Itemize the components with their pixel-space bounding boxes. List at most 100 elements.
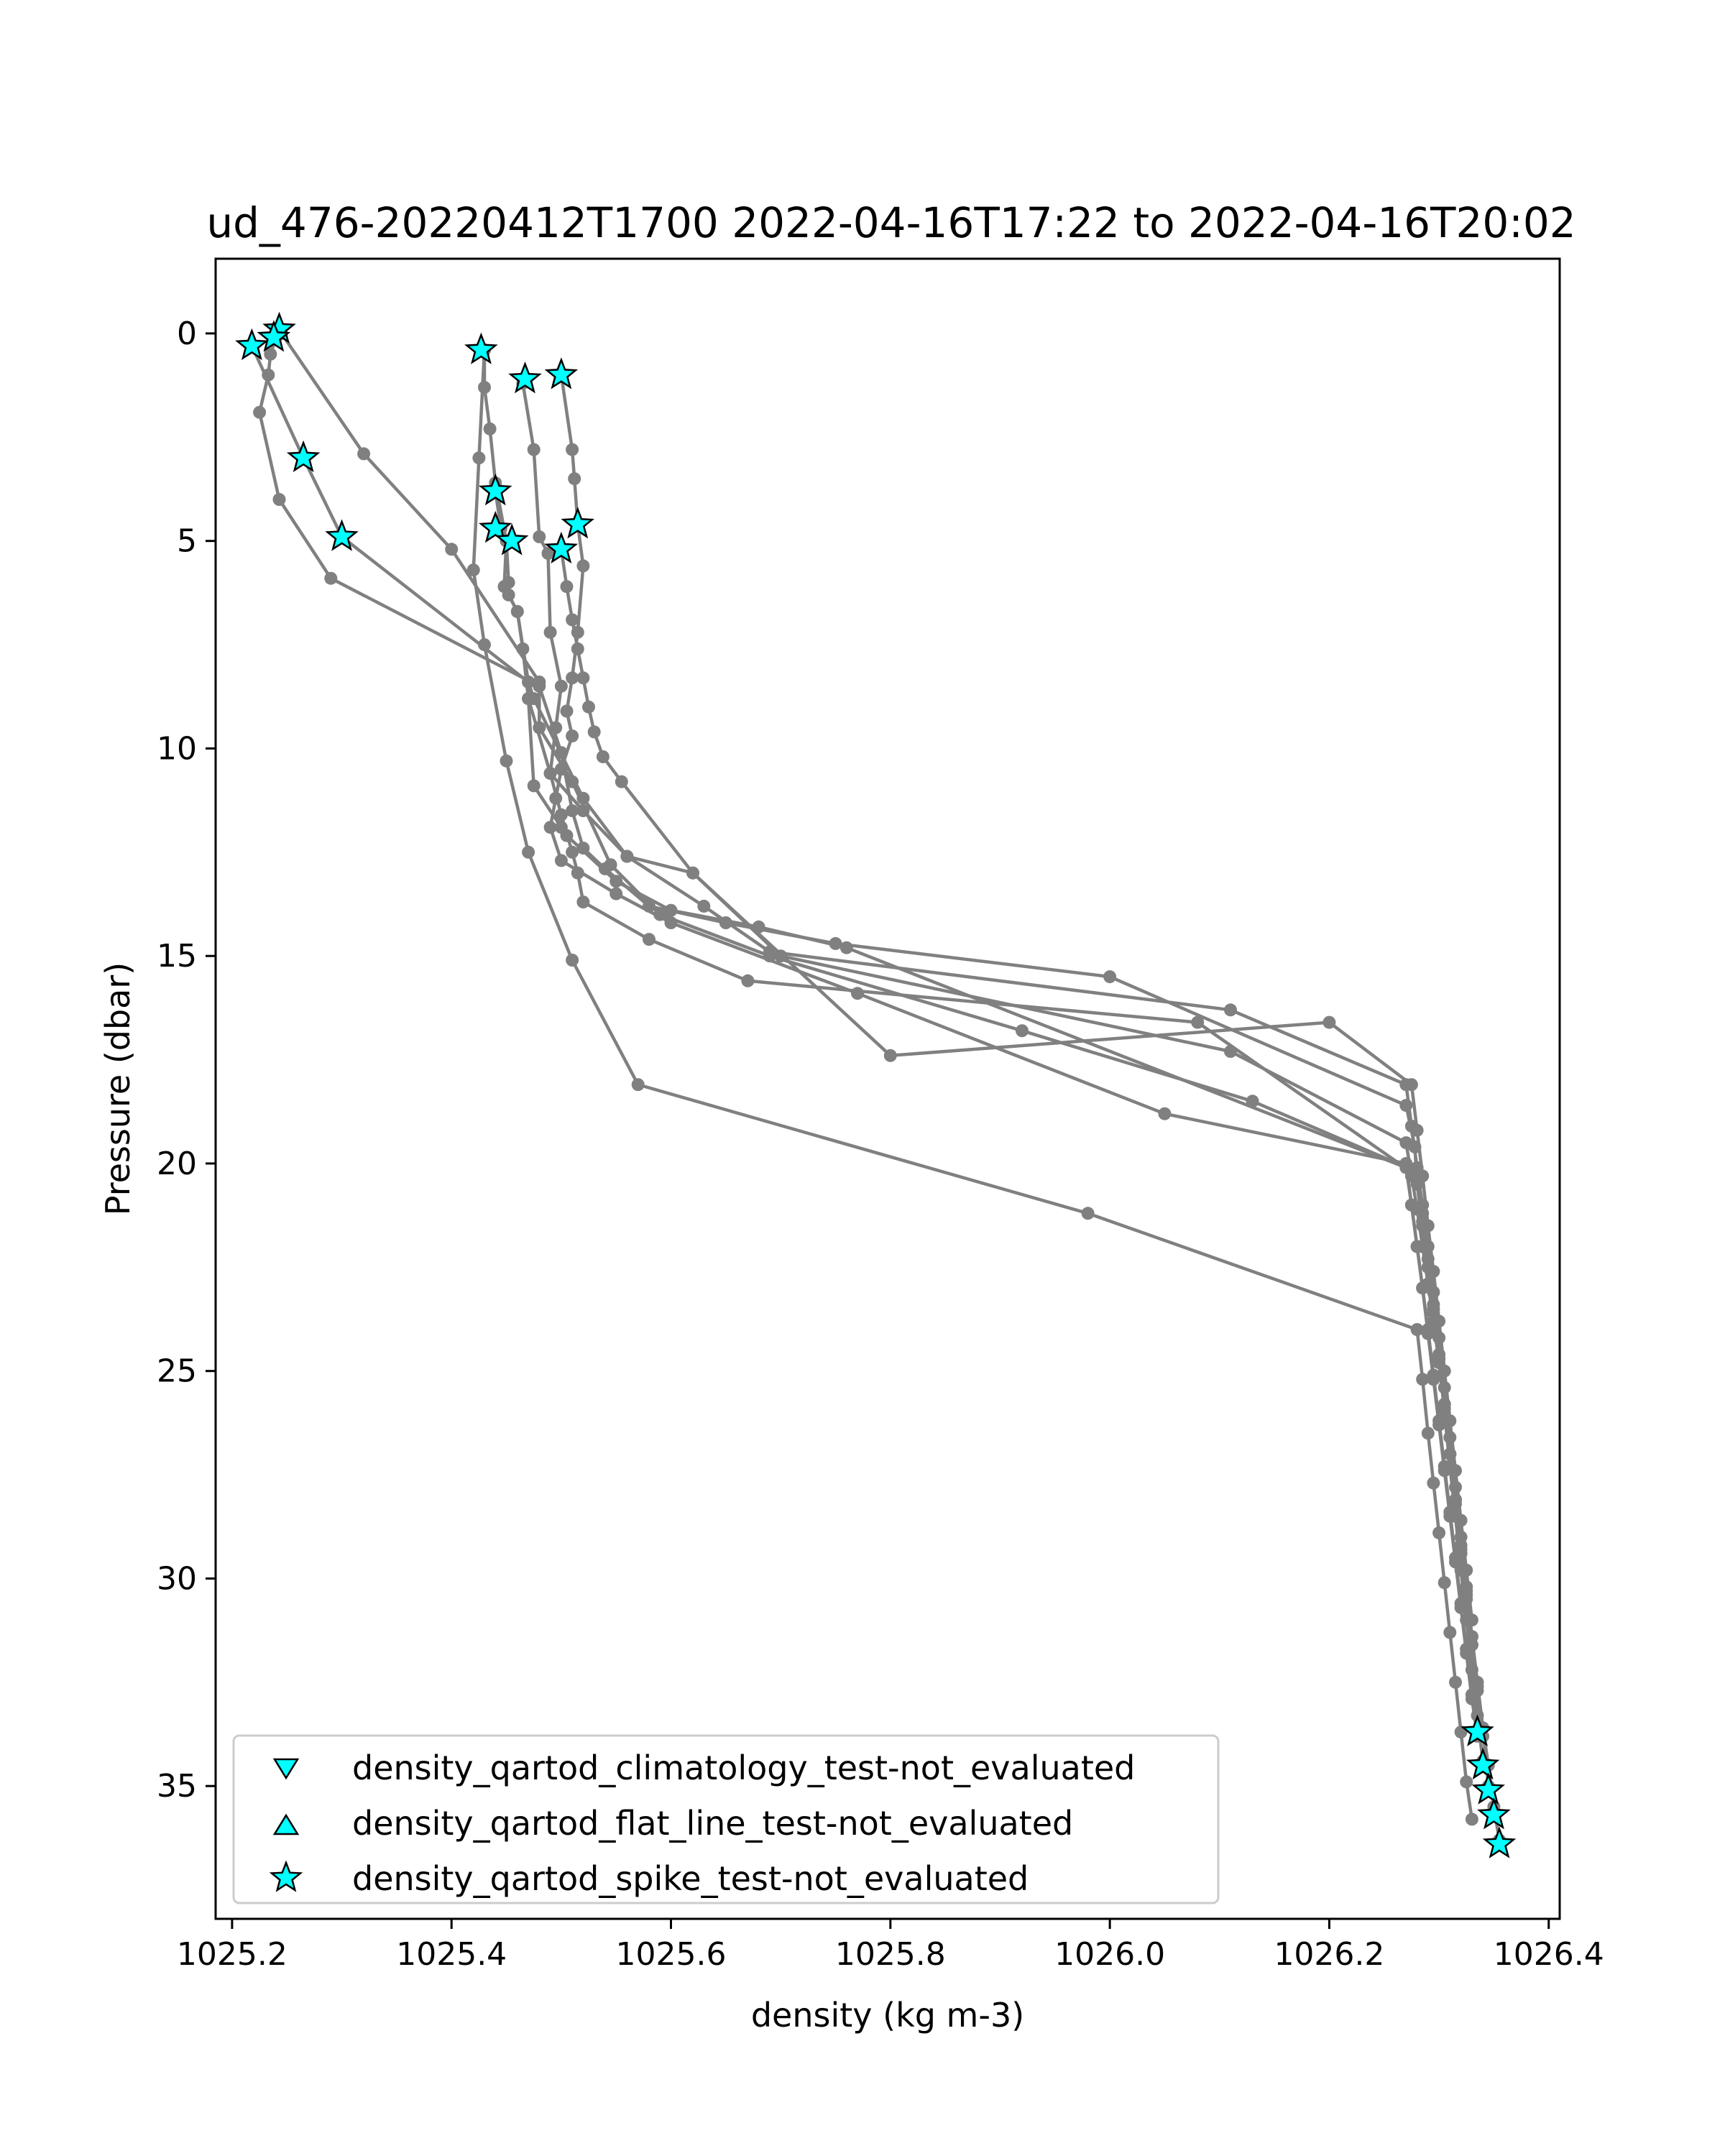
profile-point — [543, 625, 557, 639]
profile-point — [554, 808, 568, 821]
y-tick-label: 25 — [157, 1353, 197, 1390]
y-tick-label: 20 — [157, 1146, 197, 1182]
profile-point — [566, 613, 579, 627]
profile-point — [324, 571, 338, 585]
spike-flag-star — [1466, 1747, 1500, 1780]
spike-flag-star — [544, 531, 579, 563]
legend-entry-climatology: density_qartod_climatology_test-not_eval… — [272, 1749, 1135, 1787]
profile-point — [549, 721, 563, 734]
profile-point — [631, 1078, 645, 1092]
profile-point — [1465, 1692, 1478, 1705]
profile-point — [1410, 1323, 1424, 1336]
profile-point — [1432, 1418, 1446, 1432]
legend-label-flat-line: density_qartod_flat_line_test-not_evalua… — [352, 1804, 1073, 1843]
profile-point — [1460, 1563, 1473, 1577]
profile-series-8 — [554, 543, 1478, 1627]
profile-point — [516, 642, 530, 655]
profile-point — [1438, 1576, 1451, 1590]
profile-point — [620, 849, 634, 863]
profile-point — [741, 974, 755, 987]
profile-point — [1438, 1464, 1451, 1478]
profile-point — [1416, 1281, 1430, 1295]
profile-point — [1404, 1198, 1418, 1212]
profile-point — [510, 604, 524, 618]
profile-point — [1438, 1364, 1451, 1378]
spike-flag-star — [235, 328, 269, 361]
profile-point — [478, 381, 491, 394]
profile-point — [466, 563, 480, 577]
profile-point — [576, 559, 590, 573]
profile-point — [560, 580, 574, 594]
profile-point — [1460, 1646, 1473, 1660]
spike-flag-star — [1482, 1826, 1517, 1858]
spike-flag-star — [325, 519, 359, 551]
legend-box — [232, 1734, 1220, 1904]
profile-point — [566, 954, 579, 967]
profile-point — [604, 858, 617, 872]
spike-flag-star — [479, 473, 512, 506]
y-tick-label: 30 — [157, 1560, 197, 1597]
spike-flag-star — [544, 357, 579, 390]
profile-point — [883, 1049, 897, 1062]
profile-point — [541, 547, 555, 560]
spike-flag-star — [257, 320, 291, 352]
y-tick-label: 10 — [157, 730, 197, 767]
profile-point — [1158, 1107, 1172, 1120]
x-tick-label: 1026.4 — [1494, 1936, 1604, 1973]
profile-point — [1432, 1314, 1446, 1328]
profile-point — [543, 767, 557, 780]
profile-point — [1465, 1613, 1478, 1627]
profile-point — [576, 895, 590, 909]
spike-flag-star — [1471, 1772, 1505, 1805]
profile-point — [587, 725, 601, 739]
profile-point — [571, 642, 584, 655]
profile-point — [1399, 1157, 1413, 1170]
x-axis-label: density (kg m-3) — [751, 1996, 1024, 2035]
legend-entry-spike: density_qartod_spike_test-not_evaluated — [269, 1859, 1029, 1898]
x-tick-label: 1026.2 — [1274, 1936, 1384, 1973]
profile-point — [522, 692, 535, 706]
profile-point — [1427, 1265, 1440, 1279]
x-tick-label: 1025.2 — [177, 1936, 288, 1973]
y-axis-label: Pressure (dbar) — [98, 962, 137, 1215]
profile-point — [1421, 1427, 1435, 1440]
profile-point — [1443, 1509, 1457, 1523]
profile-point — [1416, 1373, 1430, 1386]
profile-point — [1432, 1526, 1446, 1539]
profile-point — [566, 671, 579, 685]
y-tick-label: 35 — [157, 1768, 197, 1805]
legend-entry-flat-line: density_qartod_flat_line_test-not_evalua… — [272, 1804, 1073, 1843]
profile-point — [1465, 1812, 1478, 1826]
profile-point — [851, 987, 864, 1000]
spike-flag-star — [1460, 1714, 1494, 1746]
profile-point — [615, 775, 628, 788]
profile-point — [1443, 1626, 1457, 1639]
profile-point — [357, 447, 371, 461]
profile-line — [472, 349, 1474, 1820]
spike-flag-star — [561, 507, 594, 539]
profile-point — [527, 779, 540, 793]
x-tick-label: 1025.4 — [396, 1936, 507, 1973]
spike-flag-star — [494, 523, 529, 556]
spike-flag-star — [464, 332, 498, 364]
y-tick-label: 0 — [177, 315, 197, 352]
profile-point — [554, 854, 568, 867]
profile-point — [1449, 1555, 1462, 1569]
profile-point — [582, 700, 595, 714]
profile-point — [543, 821, 557, 834]
profile-point — [576, 804, 590, 818]
profile-point — [527, 443, 540, 456]
profile-point — [1454, 1514, 1468, 1527]
profile-point — [1449, 1675, 1462, 1689]
profile-point — [1416, 1169, 1430, 1183]
profile-point — [568, 472, 581, 486]
profile-point — [1399, 1136, 1413, 1150]
profile-point — [500, 754, 513, 768]
legend-label-climatology: density_qartod_climatology_test-not_eval… — [352, 1749, 1135, 1787]
spike-flag-star — [479, 510, 512, 543]
star-marker-icon — [269, 1860, 303, 1892]
profile-point — [554, 679, 568, 693]
profile-point — [664, 916, 678, 929]
profile-point — [1427, 1476, 1440, 1490]
